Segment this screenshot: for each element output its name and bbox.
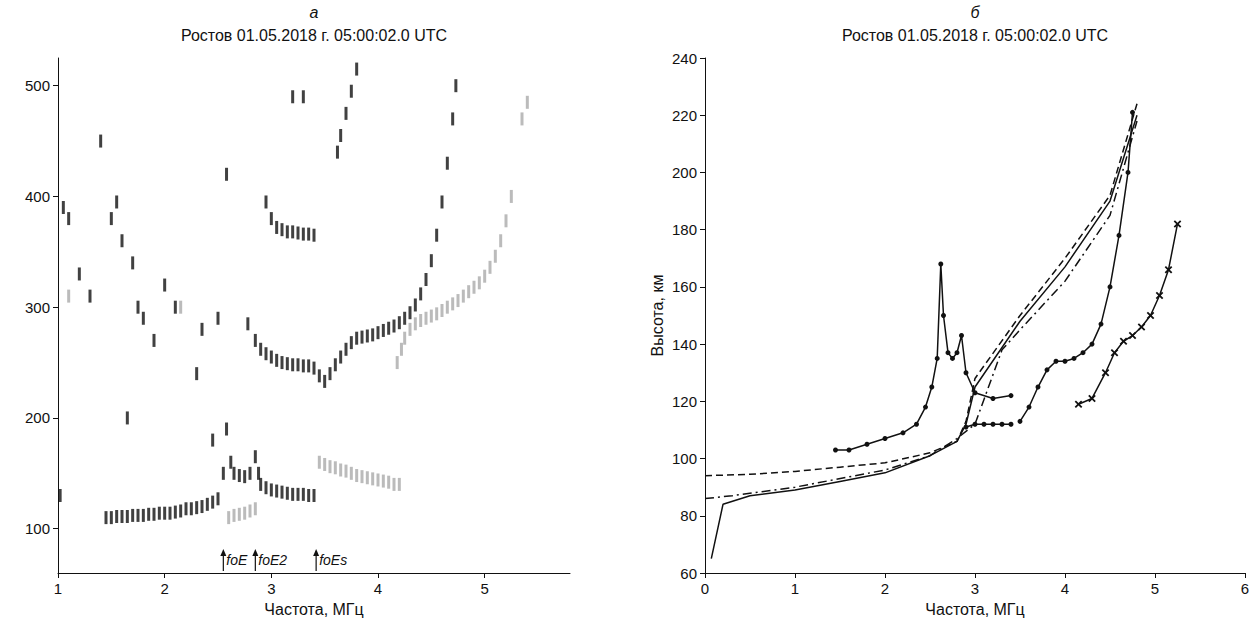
svg-text:200: 200	[672, 164, 697, 181]
svg-text:1: 1	[791, 580, 799, 597]
svg-text:Высота, км: Высота, км	[649, 275, 666, 357]
svg-text:5: 5	[480, 580, 488, 597]
svg-text:140: 140	[672, 336, 697, 353]
svg-text:300: 300	[25, 299, 50, 316]
svg-text:1: 1	[54, 580, 62, 597]
svg-text:240: 240	[672, 50, 697, 67]
svg-text:3: 3	[971, 580, 979, 597]
svg-text:2: 2	[160, 580, 168, 597]
svg-text:200: 200	[25, 409, 50, 426]
svg-text:foEs: foEs	[319, 552, 347, 568]
svg-text:foE2: foE2	[258, 552, 287, 568]
svg-text:4: 4	[374, 580, 382, 597]
svg-text:120: 120	[672, 393, 697, 410]
svg-text:Ростов 01.05.2018 г. 05:00:02.: Ростов 01.05.2018 г. 05:00:02.0 UTC	[842, 27, 1108, 44]
svg-text:3: 3	[267, 580, 275, 597]
svg-text:180: 180	[672, 221, 697, 238]
svg-text:Частота, МГц: Частота, МГц	[264, 601, 363, 618]
svg-text:6: 6	[1241, 580, 1249, 597]
svg-text:5: 5	[1151, 580, 1159, 597]
svg-text:Частота, МГц: Частота, МГц	[925, 601, 1024, 618]
svg-text:80: 80	[680, 507, 697, 524]
svg-text:100: 100	[25, 520, 50, 537]
svg-text:2: 2	[881, 580, 889, 597]
svg-text:500: 500	[25, 77, 50, 94]
svg-text:foE: foE	[226, 552, 248, 568]
svg-text:160: 160	[672, 278, 697, 295]
svg-text:б: б	[971, 4, 981, 21]
svg-text:а: а	[310, 4, 319, 21]
svg-text:400: 400	[25, 188, 50, 205]
svg-text:4: 4	[1061, 580, 1069, 597]
svg-text:0: 0	[701, 580, 709, 597]
svg-text:60: 60	[680, 565, 697, 582]
svg-text:Ростов 01.05.2018 г. 05:00:02.: Ростов 01.05.2018 г. 05:00:02.0 UTC	[181, 27, 447, 44]
svg-text:100: 100	[672, 450, 697, 467]
svg-text:220: 220	[672, 107, 697, 124]
